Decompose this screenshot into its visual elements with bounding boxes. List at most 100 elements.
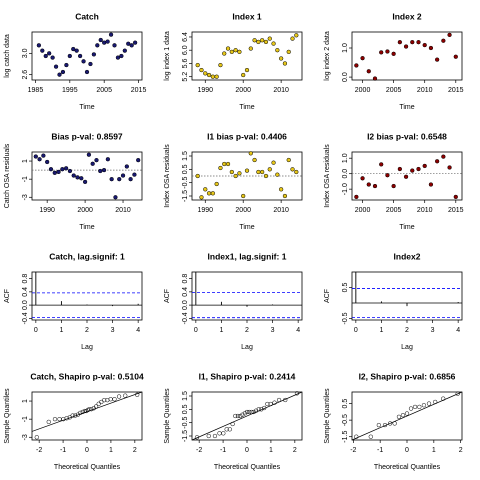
x-axis-label: Lag <box>401 344 413 351</box>
x-tick-label: 2010 <box>417 87 433 94</box>
data-point <box>233 413 238 419</box>
data-point <box>426 401 432 406</box>
data-point <box>428 182 434 187</box>
x-tick-label: 1 <box>219 327 223 334</box>
data-point <box>108 397 113 402</box>
data-point <box>368 434 373 439</box>
y-tick-label: 3.0 <box>22 48 29 58</box>
panel-title: Index 2 <box>392 11 422 21</box>
y-tick-label: 0.0 <box>22 300 29 310</box>
data-point <box>194 435 200 440</box>
y-tick-label: -1.0 <box>342 183 349 195</box>
x-tick-label: 1985 <box>28 87 44 94</box>
x-tick-label: 2 <box>85 327 89 334</box>
x-tick-label: 2010 <box>115 207 131 214</box>
data-point <box>214 74 219 79</box>
data-point <box>447 32 452 38</box>
data-point <box>294 33 299 38</box>
data-point <box>366 182 371 187</box>
y-tick-label: 0.0 <box>342 72 349 82</box>
panel-title: I2, Shapiro p-val: 0.6856 <box>359 371 456 381</box>
x-tick-label: 2 <box>405 327 409 334</box>
data-point <box>67 53 72 59</box>
data-point <box>278 187 284 192</box>
data-point <box>410 168 415 173</box>
data-point <box>283 397 288 403</box>
data-point <box>88 61 93 67</box>
x-axis-label: Lag <box>81 344 93 351</box>
data-point <box>385 49 390 54</box>
data-point <box>238 413 243 419</box>
y-tick-label: -1.5 <box>342 431 349 443</box>
x-tick-label: 2000 <box>235 207 251 214</box>
data-point <box>275 48 280 53</box>
panel-title: I1, Shapiro p-val: 0.2414 <box>199 371 296 381</box>
y-axis-label: log index 2 data <box>324 31 331 81</box>
data-point <box>256 169 261 175</box>
y-tick-label: 5.2 <box>182 72 189 82</box>
y-tick-label: 0.5 <box>182 164 189 174</box>
data-point <box>253 408 259 413</box>
x-tick-label: 2000 <box>235 87 251 94</box>
y-axis-label: Catch OSA residuals <box>4 143 11 208</box>
x-tick-label: 2005 <box>386 87 402 94</box>
data-point <box>77 53 83 59</box>
y-tick-label: 2.6 <box>22 70 29 80</box>
data-point <box>218 165 223 171</box>
data-point <box>70 413 75 418</box>
data-point <box>73 413 78 418</box>
data-point <box>233 173 238 179</box>
qq-line <box>351 391 463 441</box>
data-point <box>84 69 90 75</box>
x-tick-label: 2000 <box>77 207 93 214</box>
x-tick-label: 0 <box>354 327 358 334</box>
data-point <box>199 195 204 200</box>
y-tick-label: -1.5 <box>182 190 189 202</box>
x-tick-label: 2000 <box>355 207 371 214</box>
data-point <box>37 157 42 162</box>
data-point <box>400 413 406 418</box>
data-point <box>67 168 73 174</box>
data-point <box>129 43 134 48</box>
x-tick-label: 2015 <box>448 87 464 94</box>
x-tick-label: 4 <box>296 327 300 334</box>
x-axis-label: Theoretical Quantiles <box>214 464 281 471</box>
data-point <box>206 433 211 439</box>
data-point <box>259 407 264 412</box>
x-axis-label: Theoretical Quantiles <box>374 464 441 471</box>
data-point <box>132 172 137 177</box>
data-point <box>247 409 252 415</box>
data-point <box>217 431 222 436</box>
data-point <box>132 40 138 45</box>
x-tick-label: -1 <box>377 447 383 454</box>
data-point <box>93 404 99 409</box>
data-point <box>441 396 446 401</box>
data-point <box>387 421 393 426</box>
x-axis-label: Time <box>239 224 254 231</box>
data-point <box>379 50 384 55</box>
data-point <box>98 37 103 43</box>
data-point <box>71 173 76 178</box>
y-tick-label: 1 <box>22 399 29 403</box>
x-tick-label: 2 <box>293 447 297 454</box>
data-point <box>229 169 234 175</box>
x-tick-label: 0 <box>245 447 249 454</box>
data-point <box>265 401 270 407</box>
y-tick-label: 1.0 <box>342 43 349 53</box>
y-tick-label: 6.0 <box>182 45 189 55</box>
y-tick-label: -1 <box>22 416 29 422</box>
y-tick-label: -3 <box>22 194 29 200</box>
x-tick-label: -2 <box>196 447 202 454</box>
data-point <box>112 43 117 48</box>
y-axis-label: log index 1 data <box>164 31 171 81</box>
y-axis-label: Sample Quantiles <box>324 388 331 444</box>
plot-frame <box>31 271 143 321</box>
data-point <box>105 398 110 403</box>
data-point <box>260 38 265 43</box>
data-point <box>81 59 86 64</box>
x-tick-label: 2010 <box>417 207 433 214</box>
y-tick-label: 1.5 <box>182 151 189 161</box>
y-tick-label: 5.6 <box>182 58 189 68</box>
data-point <box>230 421 235 427</box>
